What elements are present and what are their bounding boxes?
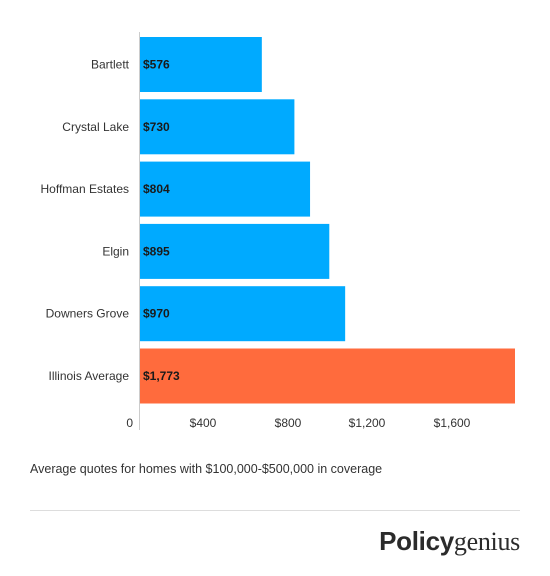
bar [140,161,311,217]
divider [30,510,520,511]
category-label: Elgin [102,244,129,258]
category-label: Bartlett [91,58,130,72]
bar [140,223,330,279]
bar [140,37,262,92]
x-tick-label: $800 [275,416,302,430]
bar [140,348,515,404]
data-label: $730 [143,120,170,134]
category-label: Hoffman Estates [41,182,130,196]
category-label: Downers Grove [46,307,130,321]
x-tick-label: $400 [190,416,217,430]
category-label: Crystal Lake [62,120,129,134]
logo-text-bold: Policy [379,526,454,556]
x-tick-label: $1,200 [349,416,386,430]
x-tick-label: 0 [126,416,133,430]
bar [140,99,295,155]
logo-text-light: genius [453,527,520,556]
policygenius-logo: Policygenius [379,526,520,557]
data-label: $1,773 [143,369,180,383]
bar-chart: Bartlett $576 Crystal Lake $730 Hoffman Esta… [41,32,515,430]
x-tick-label: $1,600 [434,416,471,430]
category-label: Illinois Average [49,369,130,383]
chart-caption: Average quotes for homes with $100,000-$… [30,462,383,476]
data-label: $804 [143,182,170,196]
data-label: $895 [143,244,170,258]
data-label: $970 [143,307,170,321]
data-label: $576 [143,58,170,72]
bar [140,286,346,342]
